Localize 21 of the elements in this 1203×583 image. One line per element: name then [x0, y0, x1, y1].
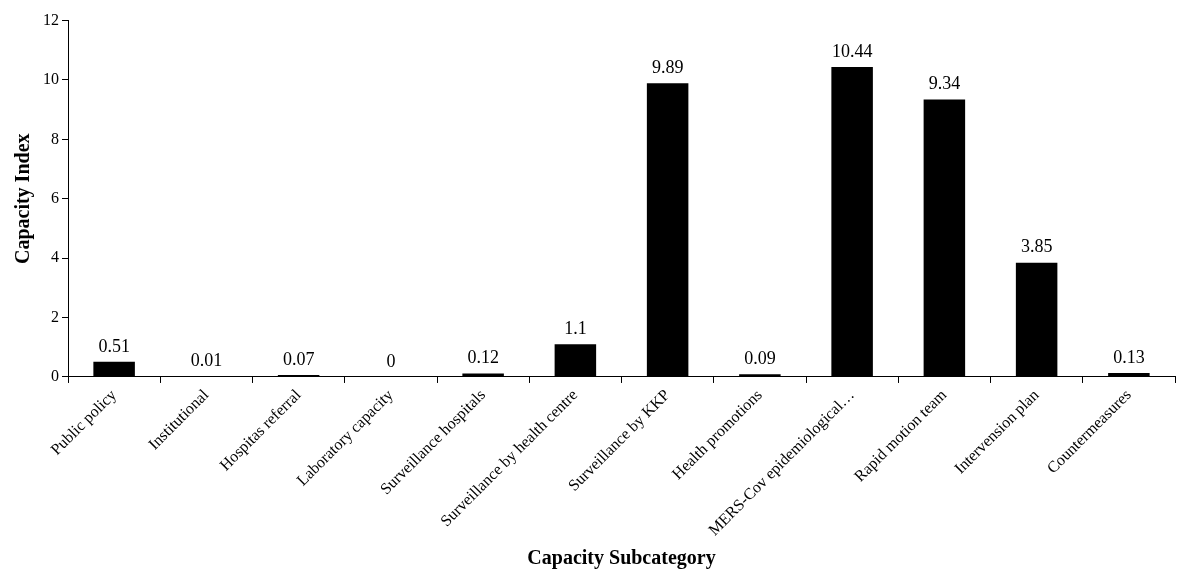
y-tick-label: 6	[51, 188, 59, 206]
y-tick-label: 2	[51, 307, 59, 325]
data-label: 10.44	[831, 40, 873, 61]
x-axis-title: Capacity Subcategory	[527, 546, 716, 570]
y-tick-label: 10	[43, 70, 59, 88]
y-tick-label: 8	[51, 129, 59, 147]
data-label: 0	[386, 350, 396, 371]
data-label: 3.85	[1020, 236, 1053, 257]
data-label: 0.07	[282, 348, 315, 369]
data-label: 0.01	[190, 350, 223, 371]
data-label: 0.09	[744, 348, 776, 369]
data-label: 9.89	[651, 56, 684, 77]
data-label: 9.34	[928, 73, 961, 94]
y-tick-label: 12	[43, 10, 59, 28]
data-label: 1.1	[564, 318, 587, 339]
y-axis-title: Capacity Index	[11, 133, 35, 265]
data-label: 0.51	[98, 335, 130, 356]
y-tick-label: 0	[51, 367, 59, 385]
data-label: 0.13	[1113, 346, 1145, 367]
y-tick-label: 4	[51, 248, 59, 266]
data-label: 0.12	[467, 347, 499, 368]
